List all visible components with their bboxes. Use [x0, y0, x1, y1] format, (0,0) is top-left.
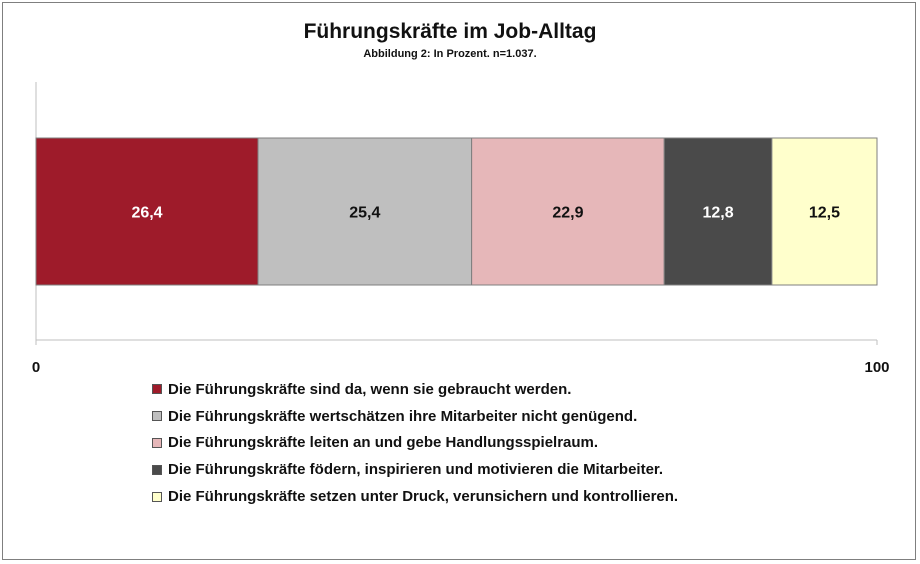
legend-item-3: Die Führungskräfte leiten an und gebe Ha… [152, 430, 892, 457]
legend-label: Die Führungskräfte wertschätzen ihre Mit… [168, 407, 638, 425]
bar-segment-3 [471, 137, 665, 286]
bar-value-label-1: 26,4 [131, 205, 162, 222]
legend-label: Die Führungskräfte födern, inspirieren u… [168, 461, 664, 479]
bar-segment-4 [663, 137, 773, 286]
stacked-bar-chart: 0 100 26,4 25,4 22,9 12,8 12,5 [32, 82, 890, 376]
legend-item-5: Die Führungskräfte setzen unter Druck, v… [152, 483, 892, 510]
bar-segment-5 [771, 137, 878, 286]
bar-value-label-3: 22,9 [552, 205, 583, 222]
legend-item-4: Die Führungskräfte födern, inspirieren u… [152, 456, 892, 483]
legend-swatch [152, 437, 162, 448]
x-tick-label: 0 [32, 359, 40, 376]
legend-swatch [152, 384, 162, 395]
chart-subtitle: Abbildung 2: In Prozent. n=1.037. [363, 48, 537, 60]
legend-label: Die Führungskräfte setzen unter Druck, v… [168, 488, 679, 506]
bar-segment-2 [257, 137, 473, 286]
legend-item-1: Die Führungskräfte sind da, wenn sie geb… [152, 376, 892, 403]
legend-label: Die Führungskräfte sind da, wenn sie geb… [168, 380, 572, 398]
legend-swatch [152, 491, 162, 502]
bar-value-label-5: 12,5 [809, 205, 840, 222]
legend-swatch [152, 464, 162, 475]
bar-segment-1 [35, 137, 259, 286]
x-tick-label: 100 [864, 359, 889, 376]
bar-value-label-2: 25,4 [349, 205, 380, 222]
legend-swatch [152, 411, 162, 422]
legend-label: Die Führungskräfte leiten an und gebe Ha… [168, 434, 599, 452]
chart-title: Führungskräfte im Job-Alltag [303, 20, 597, 43]
chart-legend: Die Führungskräfte sind da, wenn sie geb… [152, 376, 892, 510]
legend-item-2: Die Führungskräfte wertschätzen ihre Mit… [152, 403, 892, 430]
bar-value-label-4: 12,8 [702, 205, 733, 222]
